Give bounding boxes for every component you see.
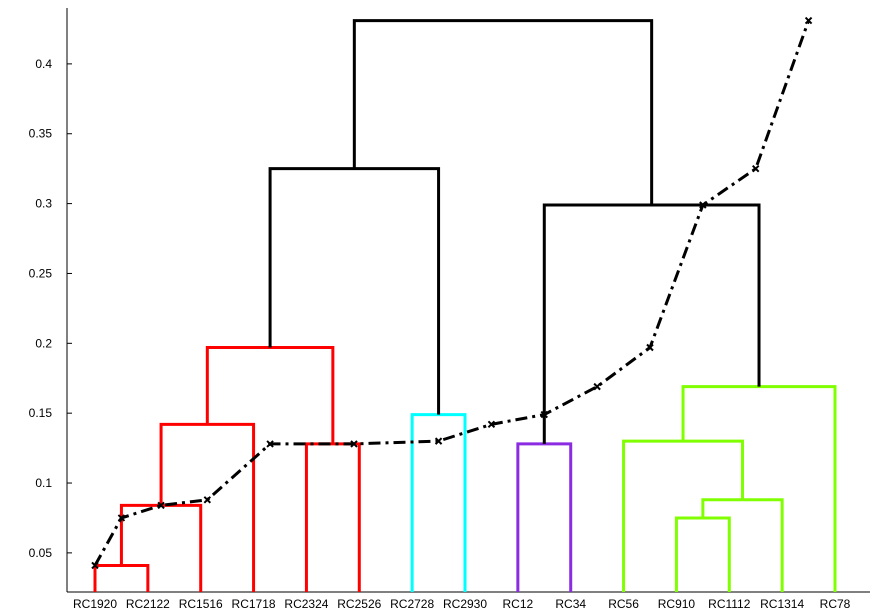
dendrogram-link [159, 422, 256, 592]
overlay-point [752, 164, 760, 173]
y-tick-label: 0.15 [29, 406, 53, 420]
leaf-label: RC2930 [443, 597, 487, 611]
dendrogram-link [304, 442, 361, 592]
y-tick-label: 0.05 [29, 546, 53, 560]
y-tick-label: 0.2 [35, 336, 52, 350]
dendrogram-link [681, 385, 837, 592]
dendrogram-link [205, 346, 335, 444]
leaf-label: RC34 [555, 597, 586, 611]
overlay-point [91, 561, 99, 570]
leaf-label: RC2122 [126, 597, 170, 611]
leaf-label: RC56 [608, 597, 639, 611]
dendrogram-links [93, 19, 837, 592]
overlay-point [117, 514, 126, 522]
leaf-label: RC1516 [179, 597, 223, 611]
overlay-line [93, 20, 810, 567]
leaf-label: RC78 [820, 597, 851, 611]
dendrogram-link [701, 498, 784, 592]
overlay-point [804, 16, 813, 25]
y-tick-label: 0.3 [35, 197, 52, 211]
overlay-point [487, 420, 496, 429]
overlay-point [699, 201, 707, 209]
y-tick-label: 0.4 [35, 57, 52, 71]
y-tick-label: 0.25 [29, 266, 53, 280]
leaf-label: RC2728 [390, 597, 434, 611]
dendrogram-link [674, 516, 731, 592]
dendrogram-link [93, 563, 150, 592]
leaf-label: RC2324 [284, 597, 328, 611]
overlay-point [266, 440, 274, 448]
overlay-point [646, 343, 654, 352]
dendrogram-link [542, 203, 761, 444]
leaf-label: RC2526 [337, 597, 381, 611]
overlay-point [434, 437, 443, 445]
overlay-point [157, 501, 165, 510]
leaf-labels: RC1920 RC2122 RC1516 RC1718 RC2324 RC2526 RC27… [73, 597, 851, 611]
leaf-label: RC1718 [232, 597, 276, 611]
overlay-point [593, 382, 601, 391]
dendrogram-link [516, 442, 573, 592]
leaf-label: RC12 [503, 597, 534, 611]
dendrogram-link [268, 167, 441, 415]
leaf-label: RC910 [658, 597, 696, 611]
overlay-series [91, 16, 813, 570]
y-ticks: 0.05 0.1 0.15 0.2 0.25 0.3 0.35 0.4 [29, 57, 72, 560]
leaf-label: RC1112 [708, 597, 751, 611]
y-tick-label: 0.1 [35, 476, 52, 490]
dendrogram-link [352, 19, 654, 205]
dendrogram-link [119, 503, 203, 592]
leaf-label: RC1314 [760, 597, 804, 611]
overlay-point [350, 440, 358, 448]
overlay-point [540, 410, 548, 419]
y-tick-label: 0.35 [29, 127, 53, 141]
overlay-point [203, 496, 212, 504]
leaf-label: RC1920 [73, 597, 117, 611]
